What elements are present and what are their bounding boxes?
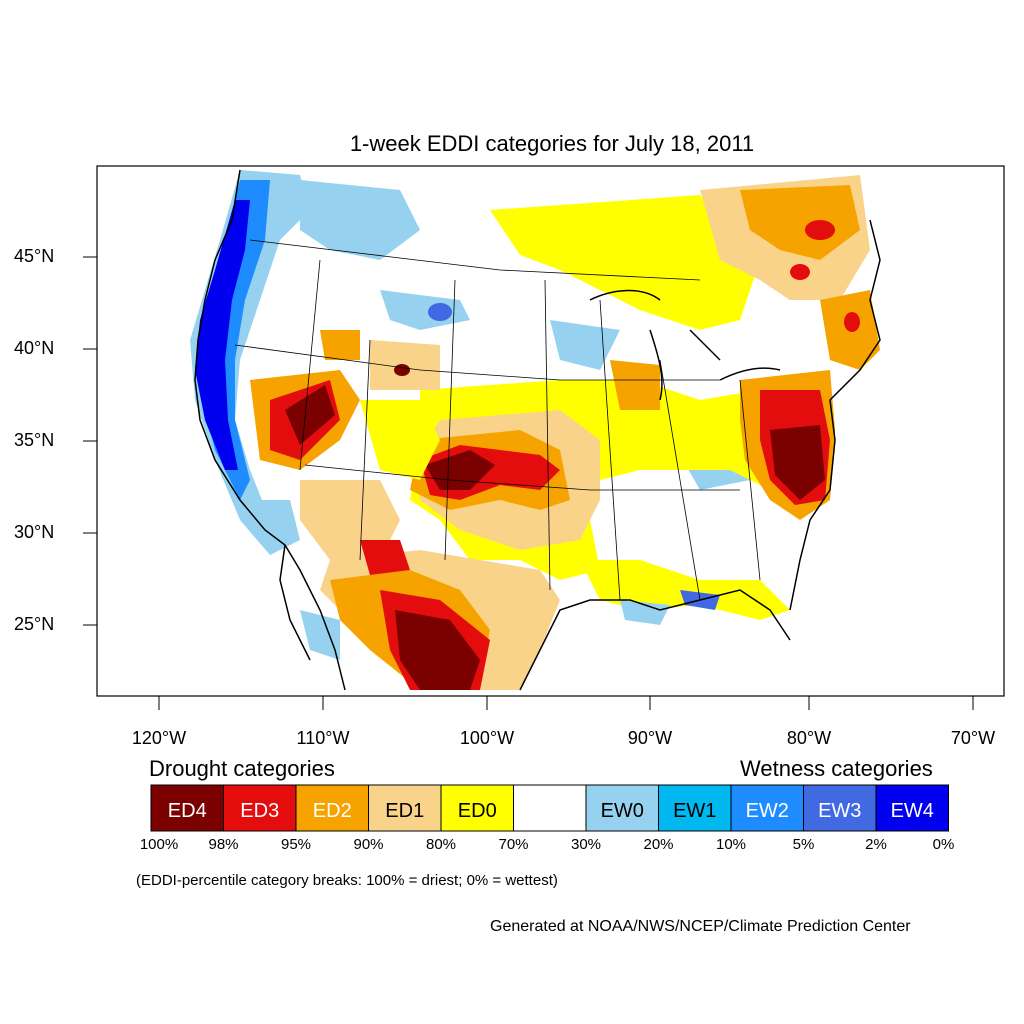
percentile-label: 0% <box>932 836 955 853</box>
legend-swatch <box>150 784 224 832</box>
lon-ticks <box>158 696 974 710</box>
legend-swatch <box>803 784 877 832</box>
percentile-label: 30% <box>570 836 602 853</box>
lat-label-35: 35°N <box>14 430 55 450</box>
credit-line: Generated at NOAA/NWS/NCEP/Climate Predi… <box>490 918 911 935</box>
lon-label-120: 120°W <box>131 728 187 748</box>
legend-swatch <box>295 784 369 832</box>
percentile-label: 80% <box>425 836 457 853</box>
legend-bar: ED4 ED3 ED2 ED1 ED0 EW0 EW1 EW2 EW3 EW4 <box>150 784 949 832</box>
percentile-label: 95% <box>280 836 312 853</box>
category-note: (EDDI-percentile category breaks: 100% =… <box>136 872 558 889</box>
lat-label-25: 25°N <box>14 614 55 634</box>
percentile-label: 20% <box>643 836 674 853</box>
legend-swatch-label: EW0 <box>601 800 644 822</box>
map-title: 1-week EDDI categories for July 18, 2011 <box>349 131 755 156</box>
percentile-label: 100% <box>139 836 179 853</box>
percentile-label: 5% <box>792 836 815 853</box>
coastline-lines <box>194 169 881 691</box>
lon-label-80: 80°W <box>786 728 832 748</box>
legend-swatch <box>513 784 587 832</box>
lon-label-110: 110°W <box>296 728 350 748</box>
lat-label-40: 40°N <box>14 338 55 358</box>
percentile-label: 70% <box>498 836 529 853</box>
lon-label-90: 90°W <box>627 728 673 748</box>
lon-label-100: 100°W <box>459 728 515 748</box>
legend-swatch <box>440 784 514 832</box>
category-fill-layer <box>190 170 900 690</box>
legend-swatch-label: ED4 <box>168 800 207 822</box>
legend-swatch-label: EW2 <box>746 800 789 822</box>
legend-swatch-label: EW4 <box>891 800 934 822</box>
lat-label-45: 45°N <box>14 246 55 266</box>
legend-swatch <box>368 784 442 832</box>
drought-heading: Drought categories <box>149 756 335 781</box>
percentile-label: 2% <box>865 836 887 853</box>
state-borders <box>234 239 761 601</box>
legend-swatch <box>730 784 804 832</box>
legend-swatch-label: ED0 <box>458 800 497 822</box>
lat-ticks <box>83 256 97 626</box>
legend-swatch <box>223 784 297 832</box>
legend-swatch-label: ED2 <box>313 800 352 822</box>
lat-label-30: 30°N <box>14 522 55 542</box>
percentile-label: 10% <box>715 836 747 853</box>
legend-swatch-label: ED1 <box>385 800 424 822</box>
legend-swatch <box>658 784 732 832</box>
percentile-label: 90% <box>353 836 384 853</box>
wetness-heading: Wetness categories <box>740 756 933 781</box>
legend-swatch <box>875 784 949 832</box>
legend-swatch-label: EW3 <box>818 800 861 822</box>
legend-swatch-label: EW1 <box>673 800 716 822</box>
legend-swatch-label: ED3 <box>240 800 279 822</box>
lon-label-70: 70°W <box>950 728 996 748</box>
percentile-label: 98% <box>208 836 239 853</box>
legend-swatch <box>585 784 659 832</box>
